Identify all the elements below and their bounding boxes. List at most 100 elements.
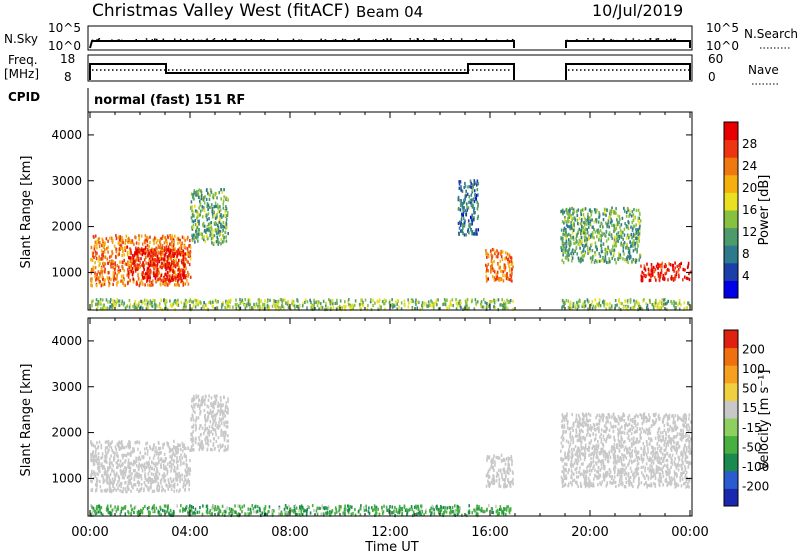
power-echo-point	[605, 221, 607, 225]
power-echo-point	[576, 222, 579, 226]
power-echo-point	[190, 192, 193, 196]
power-echo-point	[143, 298, 146, 302]
power-echo-point	[212, 300, 214, 304]
velocity-echo-point	[670, 447, 672, 451]
power-echo-point	[217, 220, 220, 225]
power-echo-point	[560, 209, 563, 213]
power-echo-point	[205, 212, 207, 217]
power-echo-point	[485, 270, 488, 274]
power-echo-point	[571, 306, 574, 311]
power-echo-point	[615, 223, 617, 227]
velocity-echo-point	[120, 484, 122, 489]
nsky-point	[409, 38, 411, 40]
power-echo-point	[166, 262, 169, 267]
power-echo-point	[385, 299, 387, 303]
velocity-echo-point	[139, 451, 142, 455]
power-echo-point	[377, 307, 379, 311]
power-echo-point	[92, 299, 94, 303]
power-echo-point	[248, 298, 251, 302]
velocity-echo-point	[129, 479, 131, 483]
velocity-echo-point	[104, 472, 107, 476]
power-echo-point	[474, 232, 477, 236]
velocity-echo-point	[214, 413, 217, 417]
velocity-echo-point	[94, 458, 97, 463]
power-echo-point	[562, 304, 564, 308]
power-echo-point	[168, 254, 170, 258]
velocity-echo-point	[628, 477, 630, 481]
power-echo-point	[128, 240, 130, 244]
power-echo-point	[166, 267, 168, 271]
velocity-echo-point	[209, 408, 212, 413]
power-echo-point	[347, 298, 350, 302]
power-echo-point	[607, 245, 609, 249]
nsky-point	[630, 39, 632, 42]
nsky-series-line	[89, 40, 691, 49]
velocity-echo-point	[634, 424, 637, 428]
power-colorbar-swatch	[724, 192, 738, 211]
power-echo-point	[625, 214, 628, 218]
power-echo-point	[585, 236, 588, 240]
velocity-echo-point	[587, 419, 590, 423]
power-echo-point	[580, 220, 583, 224]
power-echo-point	[180, 258, 183, 263]
power-echo-point	[163, 241, 166, 245]
power-echo-point	[477, 228, 480, 232]
power-echo-point	[473, 200, 476, 204]
power-echo-point	[431, 304, 434, 308]
velocity-echo-point	[565, 474, 567, 478]
power-echo-point	[322, 299, 325, 303]
power-echo-point	[101, 306, 104, 311]
power-echo-point	[193, 191, 196, 195]
power-echo-point	[474, 298, 477, 302]
power-echo-point	[508, 254, 511, 258]
velocity-echo-point	[136, 440, 139, 444]
power-echo-point	[448, 305, 450, 309]
power-echo-point	[332, 302, 334, 306]
velocity-echo-point	[226, 439, 229, 443]
velocity-echo-point	[191, 439, 193, 444]
nsky-point	[224, 38, 227, 41]
velocity-echo-point	[489, 467, 491, 471]
power-echo-point	[198, 199, 201, 203]
power-echo-point	[610, 217, 612, 221]
velocity-echo-point	[135, 463, 138, 468]
velocity-echo-point	[108, 464, 111, 468]
velocity-echo-point	[108, 467, 110, 471]
power-echo-point	[649, 278, 652, 282]
power-echo-point	[471, 216, 474, 220]
velocity-echo-point	[169, 460, 172, 464]
power-echo-point	[127, 256, 130, 260]
velocity-echo-point	[207, 398, 210, 402]
power-echo-point	[427, 304, 429, 308]
power-echo-point	[573, 216, 576, 220]
velocity-echo-point	[108, 444, 111, 448]
power-echo-point	[148, 273, 151, 277]
velocity-echo-point	[194, 428, 197, 432]
power-echo-point	[225, 217, 228, 222]
power-echo-point	[470, 193, 473, 197]
velocity-echo-point	[590, 469, 593, 473]
power-echo-point	[641, 270, 644, 274]
velocity-echo-point	[154, 450, 157, 454]
velocity-echo-point	[146, 452, 149, 456]
power-echo-point	[112, 276, 115, 280]
nsky-point	[625, 38, 627, 40]
nsky-point	[512, 38, 514, 41]
power-echo-point	[620, 243, 622, 247]
velocity-echo-point	[505, 484, 507, 489]
velocity-echo-point	[192, 399, 194, 403]
power-echo-point	[653, 303, 655, 307]
power-echo-point	[161, 246, 164, 250]
power-echo-point	[507, 299, 510, 304]
velocity-echo-point	[614, 416, 617, 421]
velocity-echo-point	[634, 458, 636, 462]
power-echo-point	[306, 306, 308, 310]
power-echo-point	[567, 241, 569, 246]
power-echo-point	[145, 261, 148, 265]
velocity-echo-point	[510, 454, 513, 459]
velocity-echo-point	[193, 397, 196, 401]
power-echo-point	[172, 242, 175, 246]
power-echo-point	[102, 283, 104, 287]
power-echo-point	[102, 261, 105, 265]
